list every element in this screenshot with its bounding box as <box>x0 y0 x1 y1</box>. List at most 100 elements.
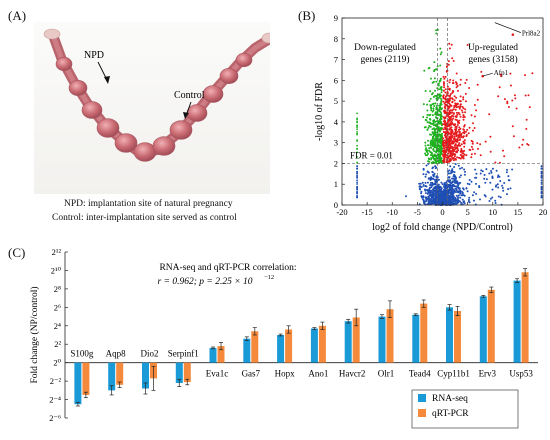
panel-b-letter: (B) <box>298 8 316 23</box>
point-down <box>356 132 358 135</box>
point-ns <box>474 168 477 171</box>
point-ns <box>483 177 486 180</box>
point-up <box>527 144 530 146</box>
point-down <box>432 145 435 148</box>
point-ns <box>437 183 440 186</box>
point-down <box>422 116 425 118</box>
point-down <box>439 53 442 56</box>
point-ns <box>456 191 459 193</box>
point-up <box>451 98 454 101</box>
x-tick-label: 20 <box>539 207 548 217</box>
point-ns <box>419 185 422 188</box>
point-up <box>502 149 504 152</box>
point-up <box>452 148 454 151</box>
point-ns <box>491 167 494 170</box>
point-up <box>524 94 527 97</box>
point-down <box>423 69 426 72</box>
point-up <box>449 78 452 81</box>
point-up <box>454 81 457 84</box>
y-tick-label: 5 <box>334 96 338 106</box>
point-down <box>428 125 431 127</box>
point-up <box>450 129 453 132</box>
point-up <box>479 143 482 146</box>
point-down <box>433 153 436 156</box>
point-up <box>460 149 463 152</box>
point-down <box>438 88 441 91</box>
point-down <box>440 161 443 164</box>
point-ns <box>467 198 470 201</box>
point-ns <box>489 181 492 184</box>
bar-rna-seq <box>108 362 116 391</box>
category-label: Olr1 <box>378 369 395 379</box>
point-up <box>452 60 455 62</box>
point-ns <box>457 164 460 167</box>
y-tick-label: 0 <box>334 200 338 210</box>
point-up <box>458 126 461 129</box>
y-tick-label: 2⁸ <box>54 284 61 294</box>
point-up <box>462 135 465 138</box>
panel-a-letter: (A) <box>8 8 27 23</box>
point-ns <box>511 168 514 171</box>
point-up <box>513 94 516 97</box>
point-ns <box>446 196 449 199</box>
point-down <box>356 156 358 158</box>
point-up <box>463 139 466 142</box>
point-down <box>427 144 429 147</box>
point-up <box>452 82 455 85</box>
category-label: Tead4 <box>409 369 431 379</box>
point-up <box>447 63 450 66</box>
point-up <box>444 131 447 133</box>
point-ns <box>424 175 427 178</box>
point-ns <box>429 193 432 196</box>
point-up <box>458 139 461 141</box>
point-up <box>451 131 454 134</box>
point-up <box>447 120 450 123</box>
point-down <box>440 113 443 115</box>
x-axis-label: log2 of fold change (NPD/Control) <box>372 222 513 233</box>
point-ns <box>440 181 443 184</box>
implantation-sac <box>152 136 176 156</box>
point-ns <box>443 192 446 195</box>
point-down <box>440 89 443 92</box>
point-ns <box>443 194 446 197</box>
point-down <box>424 118 427 121</box>
point-ns <box>488 172 491 175</box>
point-up <box>455 147 457 149</box>
point-up <box>476 98 479 101</box>
point-ns <box>356 194 358 197</box>
point-ns <box>422 184 425 186</box>
point-ns <box>452 197 454 200</box>
point-ns <box>456 198 459 201</box>
point-up <box>455 127 458 130</box>
point-up <box>476 83 479 86</box>
y-tick-label: 2⁴ <box>54 321 61 331</box>
point-ns <box>435 199 438 202</box>
point-down <box>426 113 429 116</box>
point-up <box>444 149 447 152</box>
point-down <box>435 156 438 159</box>
point-up <box>471 142 474 145</box>
point-ns <box>448 191 451 194</box>
point-down <box>433 155 436 158</box>
point-ns <box>509 187 512 190</box>
point-ns <box>405 195 407 198</box>
point-down <box>428 121 431 124</box>
point-down <box>356 121 358 124</box>
bar-rna-seq <box>142 362 149 389</box>
point-up <box>471 148 474 151</box>
point-down <box>428 114 431 117</box>
category-label: Havcr2 <box>339 369 366 379</box>
point-down <box>424 152 427 155</box>
implantation-sac <box>68 80 88 96</box>
point-ns <box>444 187 447 190</box>
point-up <box>527 94 530 97</box>
point-up <box>464 100 467 103</box>
point-down <box>439 135 442 138</box>
point-up <box>524 74 526 77</box>
point-ns <box>451 187 454 190</box>
point-down <box>426 109 429 112</box>
point-down <box>438 110 441 113</box>
implantation-sac <box>81 101 103 119</box>
point-up <box>449 160 452 162</box>
point-ns <box>424 192 427 195</box>
